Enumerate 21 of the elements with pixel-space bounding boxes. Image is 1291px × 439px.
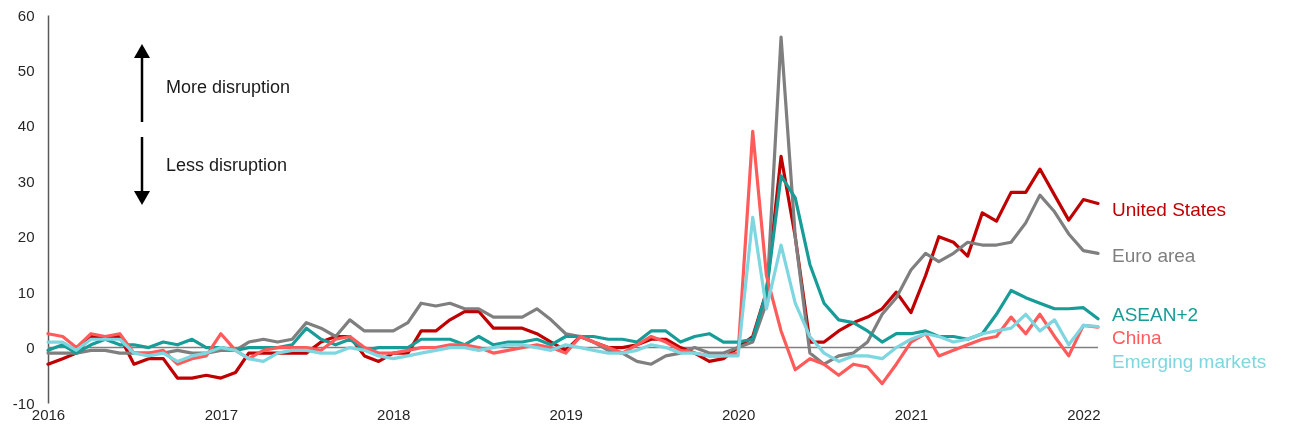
annotation: Less disruption xyxy=(166,155,288,175)
y-tick-label: 30 xyxy=(17,172,35,190)
x-tick-label: 2020 xyxy=(721,405,756,423)
series-label: ASEAN+2 xyxy=(1112,303,1199,325)
x-tick-label: 2019 xyxy=(549,405,583,423)
x-tick-label: 2021 xyxy=(894,405,929,423)
y-tick-label: 40 xyxy=(17,117,35,135)
series-label: China xyxy=(1112,327,1163,349)
y-tick-label: 60 xyxy=(17,6,35,24)
line-series xyxy=(46,215,1100,364)
y-tick-label: 0 xyxy=(26,339,35,357)
series-label: Euro area xyxy=(1112,245,1196,267)
y-tick-label: 50 xyxy=(17,61,35,79)
x-tick-label: 2017 xyxy=(204,405,239,423)
y-tick-label: 10 xyxy=(17,283,35,301)
x-tick-label: 2022 xyxy=(1067,405,1101,423)
y-tick-label: 20 xyxy=(17,228,35,246)
series-label: United States xyxy=(1112,199,1227,221)
x-tick-label: 2018 xyxy=(377,405,411,423)
series-label: Emerging markets xyxy=(1112,350,1267,372)
annotation: More disruption xyxy=(166,77,291,97)
